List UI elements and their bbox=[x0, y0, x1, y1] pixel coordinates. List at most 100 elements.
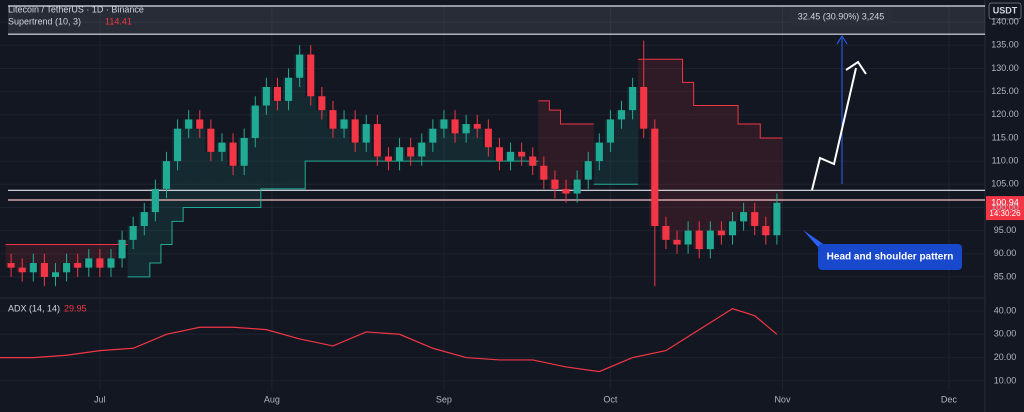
candle-body bbox=[662, 225, 670, 240]
supertrend-area bbox=[438, 119, 450, 162]
supertrend-area bbox=[49, 244, 62, 273]
supertrend-area bbox=[194, 128, 206, 208]
currency: USDT bbox=[993, 5, 1018, 15]
currency-box bbox=[988, 2, 1022, 20]
candle-body bbox=[262, 86, 270, 106]
candle-body bbox=[63, 263, 71, 273]
adx-value: 29.95 bbox=[64, 303, 87, 313]
x-tick-label: Aug bbox=[264, 394, 280, 404]
candle-body bbox=[351, 119, 359, 143]
y-tick-label: 110.00 bbox=[992, 155, 1019, 165]
supertrend-line bbox=[538, 100, 594, 125]
y-tick-label: 130.00 bbox=[991, 63, 1019, 73]
candle-body bbox=[407, 147, 415, 157]
y-tick-label: 125.00 bbox=[991, 86, 1019, 96]
supertrend-area bbox=[227, 165, 239, 208]
candle-body bbox=[118, 239, 126, 259]
candle-body bbox=[140, 212, 148, 226]
candle-body bbox=[518, 151, 526, 157]
candle-body bbox=[706, 230, 714, 250]
candle-body bbox=[174, 128, 182, 162]
supertrend-area bbox=[160, 161, 173, 245]
supertrend-area bbox=[771, 137, 783, 203]
supertrend-area bbox=[749, 124, 761, 226]
supertrend-area bbox=[571, 124, 583, 180]
supertrend-area bbox=[449, 133, 461, 162]
callout-box bbox=[818, 244, 962, 270]
supertrend-area bbox=[760, 137, 772, 236]
candle-body bbox=[773, 202, 781, 236]
candle-body bbox=[240, 137, 248, 166]
supertrend-area bbox=[704, 105, 716, 231]
supertrend-area bbox=[560, 124, 572, 194]
supertrend-area bbox=[216, 142, 228, 208]
candle-body bbox=[74, 263, 82, 268]
candle-body bbox=[440, 119, 448, 129]
y-tick-label: 135.00 bbox=[991, 40, 1019, 50]
supertrend-area bbox=[660, 59, 672, 240]
supertrend-area bbox=[715, 105, 727, 236]
candle-body bbox=[506, 151, 515, 162]
candle-body bbox=[185, 119, 193, 129]
candle-body bbox=[640, 86, 648, 129]
candle-body bbox=[573, 179, 581, 194]
candle-body bbox=[196, 119, 204, 129]
candle-body bbox=[85, 258, 93, 268]
candle-body bbox=[207, 128, 215, 152]
indicator-name: Supertrend (10, 3) bbox=[8, 16, 81, 26]
candle-body bbox=[684, 230, 692, 245]
last-price: 100.94 bbox=[991, 197, 1019, 207]
y-tick-label: 115.00 bbox=[992, 132, 1019, 142]
y-tick-label: 40.00 bbox=[994, 305, 1017, 315]
candle-body bbox=[651, 128, 659, 226]
candle-body bbox=[617, 110, 626, 120]
candle-body bbox=[29, 263, 37, 273]
candle-body bbox=[551, 179, 559, 189]
candle-body bbox=[584, 161, 592, 180]
candle-body bbox=[251, 105, 259, 138]
supertrend-area bbox=[327, 128, 339, 162]
y-tick-label: 100.00 bbox=[991, 202, 1019, 212]
candle-body bbox=[595, 142, 603, 162]
annotation: Head and shoulder pattern bbox=[827, 252, 954, 263]
chart-title: Litecoin / TetherUS · 1D · Binance bbox=[8, 4, 144, 14]
candle-body bbox=[529, 156, 537, 166]
candle-body bbox=[40, 263, 48, 277]
supertrend-area bbox=[682, 82, 694, 231]
projection-arrowhead bbox=[845, 60, 867, 75]
y-tick-label: 120.00 bbox=[991, 109, 1019, 119]
supertrend-area bbox=[305, 96, 317, 162]
x-tick-label: Dec bbox=[941, 394, 958, 404]
candle-body bbox=[107, 258, 115, 268]
supertrend-area bbox=[471, 128, 483, 162]
supertrend-area bbox=[615, 110, 628, 185]
supertrend-area bbox=[627, 86, 639, 185]
supertrend-area bbox=[149, 188, 161, 264]
candle-body bbox=[717, 230, 725, 236]
candle-body bbox=[362, 124, 370, 143]
marks bbox=[0, 5, 1024, 373]
candle-body bbox=[418, 142, 426, 157]
candle-body bbox=[540, 165, 548, 180]
candle-body bbox=[7, 263, 15, 268]
candle-body bbox=[340, 119, 348, 129]
y-tick-label: 95.00 bbox=[994, 225, 1017, 235]
candle-body bbox=[606, 119, 614, 143]
candle-body bbox=[162, 161, 171, 189]
candle-body bbox=[329, 110, 337, 129]
supertrend-area bbox=[316, 110, 328, 162]
candle-body bbox=[218, 142, 226, 152]
supertrend-area bbox=[127, 225, 139, 277]
supertrend-area bbox=[549, 110, 561, 189]
supertrend-area bbox=[693, 105, 705, 250]
candle-body bbox=[373, 124, 381, 157]
measure-box bbox=[790, 8, 892, 25]
adx-title: ADX (14, 14) bbox=[8, 303, 60, 313]
candle-body bbox=[318, 96, 326, 111]
x-tick-label: Nov bbox=[774, 394, 791, 404]
projection-arrow bbox=[811, 67, 857, 191]
candle-body bbox=[695, 230, 703, 250]
y-tick-label: 30.00 bbox=[994, 329, 1017, 339]
